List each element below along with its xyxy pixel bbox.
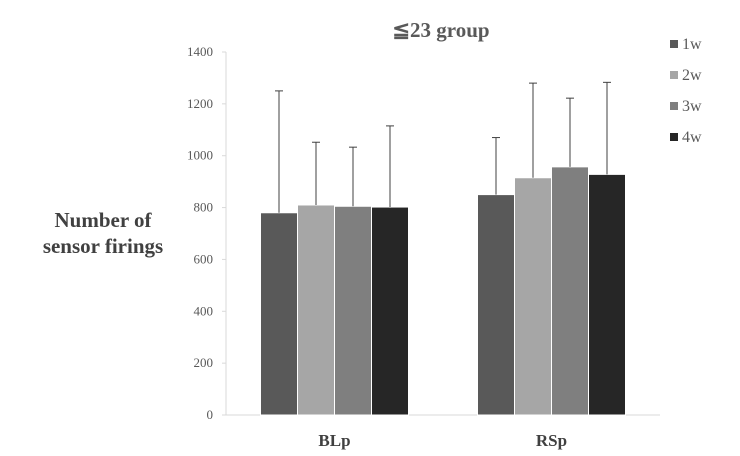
y-tick-label: 1000 bbox=[187, 148, 213, 163]
bar-BLp-1w bbox=[260, 212, 298, 416]
bar-RSp-4w bbox=[588, 173, 626, 416]
axes: 0 200 400 600 800 1000 1200 1400 bbox=[187, 44, 660, 422]
legend: 1w 2w 3w 4w bbox=[670, 36, 702, 146]
legend-swatch-2w bbox=[670, 71, 678, 79]
legend-label-1w: 1w bbox=[682, 36, 702, 53]
error-bars-group bbox=[275, 81, 611, 213]
y-axis-label-line-2: sensor firings bbox=[43, 234, 163, 258]
legend-label-3w: 3w bbox=[682, 98, 702, 115]
y-axis-label-line-1: Number of bbox=[54, 208, 152, 232]
y-tick-label: 600 bbox=[194, 251, 214, 266]
bars-group bbox=[260, 166, 626, 416]
legend-swatch-4w bbox=[670, 133, 678, 141]
bar-BLp-2w bbox=[297, 204, 335, 416]
x-category-label: BLp bbox=[318, 431, 350, 450]
bar-BLp-4w bbox=[371, 206, 409, 416]
y-tick-label: 1200 bbox=[187, 96, 213, 111]
legend-label-2w: 2w bbox=[682, 67, 702, 84]
y-tick-label: 1400 bbox=[187, 44, 213, 59]
x-category-label: RSp bbox=[536, 431, 567, 450]
bar-RSp-2w bbox=[514, 177, 552, 416]
category-labels: BLp RSp bbox=[318, 431, 567, 450]
y-tick-label: 0 bbox=[207, 407, 214, 422]
bar-RSp-3w bbox=[551, 166, 589, 416]
y-tick-label: 200 bbox=[194, 355, 214, 370]
bar-BLp-3w bbox=[334, 205, 372, 416]
bar-RSp-1w bbox=[477, 194, 515, 416]
y-tick-label: 400 bbox=[194, 303, 214, 318]
y-tick-label: 800 bbox=[194, 200, 214, 215]
legend-label-4w: 4w bbox=[682, 129, 702, 146]
legend-swatch-3w bbox=[670, 102, 678, 110]
legend-swatch-1w bbox=[670, 40, 678, 48]
chart-title: ≦23 group bbox=[392, 18, 489, 42]
